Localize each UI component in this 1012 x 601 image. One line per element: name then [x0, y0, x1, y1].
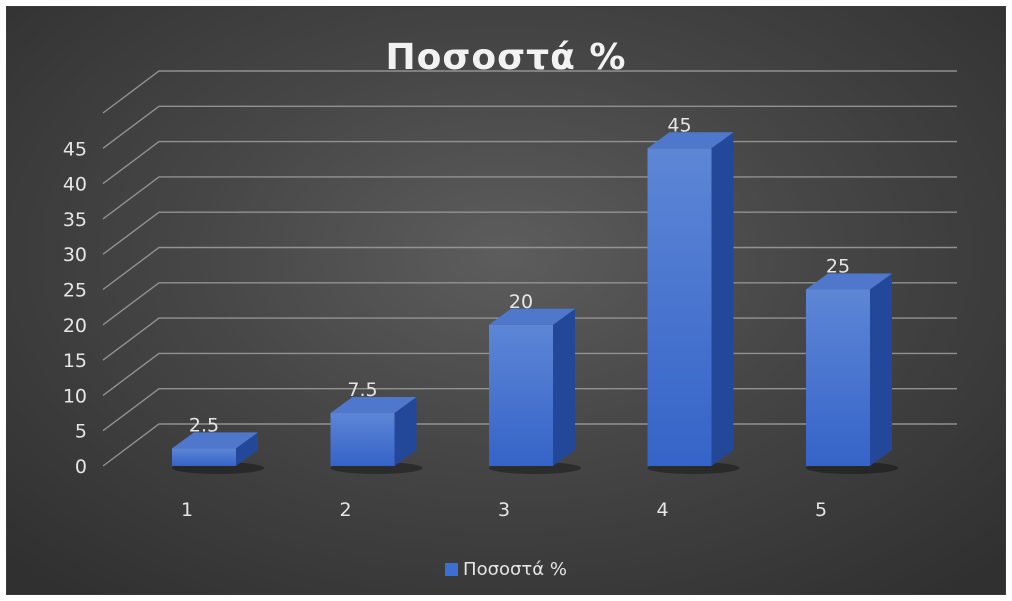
bar-top [647, 132, 734, 149]
bar-side [553, 308, 575, 466]
x-tick-label: 5 [815, 499, 827, 521]
bar-top [489, 308, 575, 325]
y-tick-label: 20 [63, 315, 87, 337]
bar-top [806, 273, 892, 290]
y-tick-label: 30 [63, 244, 87, 266]
y-tick-label: 40 [63, 174, 87, 196]
data-label: 20 [509, 291, 533, 313]
bar [330, 413, 395, 466]
y-tick-label: 10 [63, 385, 87, 407]
bar-side [236, 432, 258, 466]
gridline [102, 105, 957, 149]
data-label: 7.5 [347, 379, 377, 401]
y-tick-label: 45 [63, 138, 87, 160]
plot-area: 0 5 10 15 20 25 30 35 40 45 2.5 1 7.5 2 20 3 45 4 25 5 [63, 70, 957, 521]
bar-side [394, 397, 417, 466]
data-label: 45 [667, 114, 691, 136]
bar-top [172, 432, 258, 449]
legend-label: Ποσοστά % [463, 559, 567, 580]
gridline [102, 70, 957, 114]
bar [172, 448, 236, 466]
bar-side [870, 273, 892, 466]
bar [489, 324, 553, 466]
x-tick-label: 1 [181, 499, 193, 521]
bar [806, 289, 870, 466]
x-tick-label: 2 [339, 499, 351, 521]
data-label: 2.5 [189, 414, 219, 436]
data-label: 25 [826, 256, 850, 278]
y-tick-label: 0 [75, 456, 87, 478]
legend: Ποσοστά % [7, 559, 1005, 580]
x-tick-label: 4 [656, 499, 668, 521]
chart-area: Ποσοστά % 0 5 10 15 20 25 30 35 40 45 2.5 1 7.5 2 20 3 4… [6, 6, 1006, 595]
bar-side [711, 132, 734, 467]
y-tick-label: 25 [63, 280, 87, 302]
bar [647, 148, 712, 467]
x-tick-label: 3 [498, 499, 510, 521]
y-tick-label: 5 [75, 421, 87, 443]
y-tick-label: 15 [63, 350, 87, 372]
y-tick-label: 35 [63, 209, 87, 231]
bar-top [330, 397, 417, 414]
legend-swatch [445, 563, 459, 576]
